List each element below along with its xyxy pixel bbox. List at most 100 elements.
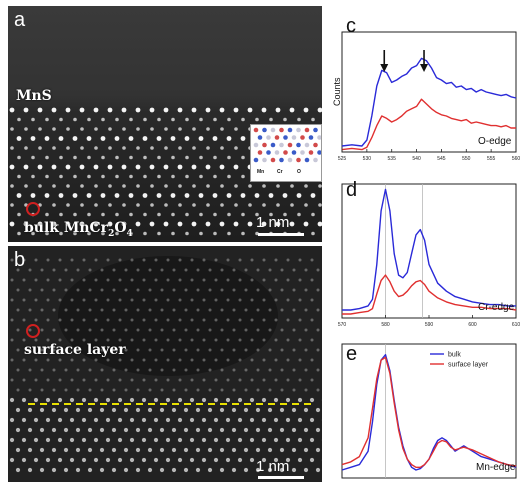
atom-column	[232, 308, 236, 312]
atom-column	[268, 308, 272, 312]
atom-column	[247, 221, 253, 227]
atom-column	[10, 146, 14, 150]
atom-column	[219, 221, 225, 227]
panel-letter-e: e	[346, 343, 358, 365]
atom-column	[184, 368, 188, 372]
atom-column	[52, 127, 56, 131]
atom-column	[10, 318, 14, 322]
panel-letter-a: a	[14, 9, 26, 31]
inset-atom	[270, 142, 276, 148]
atom-column	[157, 212, 161, 217]
series-surface	[341, 356, 517, 469]
atom-column	[64, 328, 68, 332]
crystal-structure-inset: Mn Cr O	[250, 124, 322, 182]
atom-column	[238, 358, 242, 362]
atom-column	[27, 427, 33, 433]
atom-column	[214, 258, 218, 262]
atom-column	[220, 127, 224, 131]
atom-column	[87, 427, 93, 433]
atom-column	[122, 184, 126, 188]
atom-column	[206, 184, 210, 188]
atom-column	[244, 388, 248, 392]
atom-column	[69, 457, 75, 463]
atom-column	[40, 328, 44, 332]
x-tick-label: 545	[437, 156, 446, 162]
atom-column	[101, 155, 105, 160]
atom-column	[201, 417, 207, 423]
atom-column	[199, 117, 203, 122]
atom-column	[172, 328, 176, 332]
inset-atom	[304, 157, 310, 163]
atom-column	[21, 397, 27, 403]
atom-column	[45, 117, 49, 122]
atom-column	[93, 457, 99, 463]
atom-column	[274, 298, 278, 302]
scale-bar-label-b: 1 nm	[256, 458, 290, 475]
atom-column	[141, 417, 147, 423]
atom-column	[9, 457, 15, 463]
atom-column	[129, 231, 133, 236]
atom-column	[273, 437, 279, 443]
atom-column	[237, 417, 243, 423]
atom-column	[107, 221, 113, 227]
atom-column	[72, 193, 78, 198]
atom-column	[292, 328, 296, 332]
x-tick-label: 530	[363, 156, 372, 162]
atom-column	[296, 193, 302, 198]
atom-column	[121, 164, 127, 170]
atom-column	[147, 427, 153, 433]
atom-column	[292, 308, 296, 312]
atom-column	[112, 308, 116, 312]
atom-column	[129, 174, 133, 179]
atom-column	[274, 338, 278, 342]
atom-column	[34, 298, 38, 302]
atom-column	[184, 388, 188, 392]
atom-column	[268, 348, 272, 352]
atom-column	[160, 268, 164, 272]
atom-column	[108, 203, 112, 207]
atom-column	[63, 467, 69, 473]
atom-column	[105, 417, 111, 423]
atom-column	[274, 318, 278, 322]
atom-column	[82, 378, 86, 382]
atom-column	[66, 203, 70, 207]
atom-column	[40, 368, 44, 372]
atom-column	[170, 136, 176, 141]
atom-column	[142, 298, 146, 302]
atom-column	[79, 221, 85, 227]
atom-column	[106, 338, 110, 342]
atom-column	[274, 358, 278, 362]
atom-column	[291, 427, 297, 433]
atom-column	[118, 258, 122, 262]
atom-column	[17, 212, 21, 217]
atom-column	[226, 378, 230, 382]
plot-frame	[341, 183, 517, 319]
atom-column	[16, 388, 20, 392]
atom-column	[279, 407, 285, 413]
atom-column	[183, 427, 189, 433]
atom-column	[244, 348, 248, 352]
atom-column	[171, 407, 177, 413]
atom-column	[28, 368, 32, 372]
atom-column	[267, 467, 273, 473]
atom-column	[130, 318, 134, 322]
atom-column	[33, 397, 39, 403]
atom-column	[111, 427, 117, 433]
atom-column	[285, 457, 291, 463]
atom-column	[46, 338, 50, 342]
scale-bar-a	[258, 233, 304, 236]
atom-column	[154, 258, 158, 262]
inset-atom	[270, 157, 276, 163]
atom-column	[82, 318, 86, 322]
atom-column	[286, 298, 290, 302]
atom-column	[33, 457, 39, 463]
atom-column	[208, 268, 212, 272]
marker-circle-a	[26, 202, 40, 216]
inset-atom	[283, 135, 288, 140]
atom-column	[147, 407, 153, 413]
atom-column	[88, 268, 92, 272]
legend-label-surface: surface layer	[448, 362, 489, 369]
atom-column	[220, 348, 224, 352]
atom-column	[219, 107, 225, 113]
atom-column	[51, 407, 57, 413]
